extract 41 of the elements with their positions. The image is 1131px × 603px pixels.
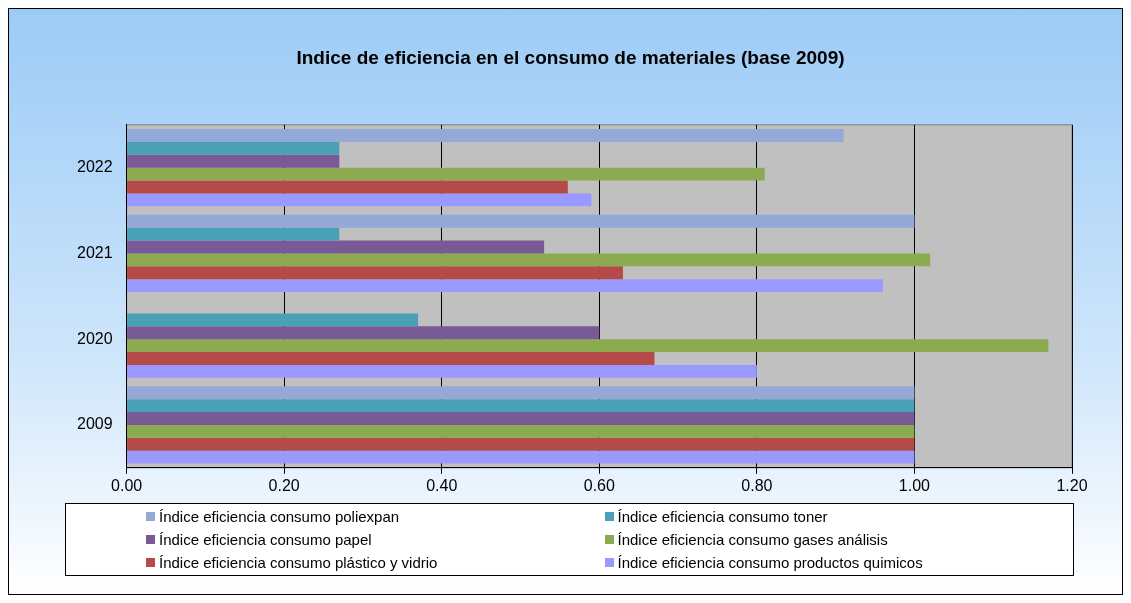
bar xyxy=(127,412,915,425)
x-tick-label: 0.00 xyxy=(111,476,143,494)
legend-label: Índice eficiencia consumo toner xyxy=(617,508,828,525)
x-tick-label: 1.20 xyxy=(1056,476,1088,494)
bar xyxy=(127,141,340,155)
y-tick-label: 2009 xyxy=(77,415,113,433)
bar xyxy=(127,193,592,207)
bar xyxy=(127,450,915,464)
legend-label: Índice eficiencia consumo productos quimicos xyxy=(617,554,923,571)
legend-label: Índice eficiencia consumo plástico y vidrio xyxy=(159,554,438,571)
bar xyxy=(127,253,931,267)
bar xyxy=(127,180,568,194)
bar xyxy=(127,364,757,378)
x-tick-label: 0.80 xyxy=(741,476,773,494)
bar xyxy=(127,266,623,280)
y-tick-label: 2020 xyxy=(77,329,113,347)
bar xyxy=(127,227,340,241)
bar xyxy=(127,167,765,181)
bar xyxy=(127,154,340,168)
legend-label: Índice eficiencia consumo papel xyxy=(159,531,372,548)
bar xyxy=(127,386,915,400)
bar xyxy=(127,313,419,327)
bar xyxy=(127,240,545,254)
x-tick-label: 0.60 xyxy=(583,476,615,494)
x-tick-label: 0.20 xyxy=(268,476,300,494)
bar xyxy=(127,339,1049,353)
bar xyxy=(127,129,844,142)
legend-label: Índice eficiencia consumo gases análisis xyxy=(617,531,888,548)
bar xyxy=(127,214,915,228)
bar xyxy=(127,352,655,365)
chart-title: Indice de eficiencia en el consumo de materiales (base 2009) xyxy=(296,46,845,68)
bar xyxy=(127,437,915,451)
y-tick-label: 2022 xyxy=(77,158,113,176)
bar xyxy=(127,279,883,293)
x-tick-label: 1.00 xyxy=(898,476,931,494)
x-tick-label: 0.40 xyxy=(426,476,458,494)
bar xyxy=(127,399,915,413)
bar xyxy=(127,326,600,340)
y-tick-label: 2021 xyxy=(77,243,113,261)
bar xyxy=(127,424,915,438)
legend-label: Índice eficiencia consumo poliexpan xyxy=(159,508,400,525)
